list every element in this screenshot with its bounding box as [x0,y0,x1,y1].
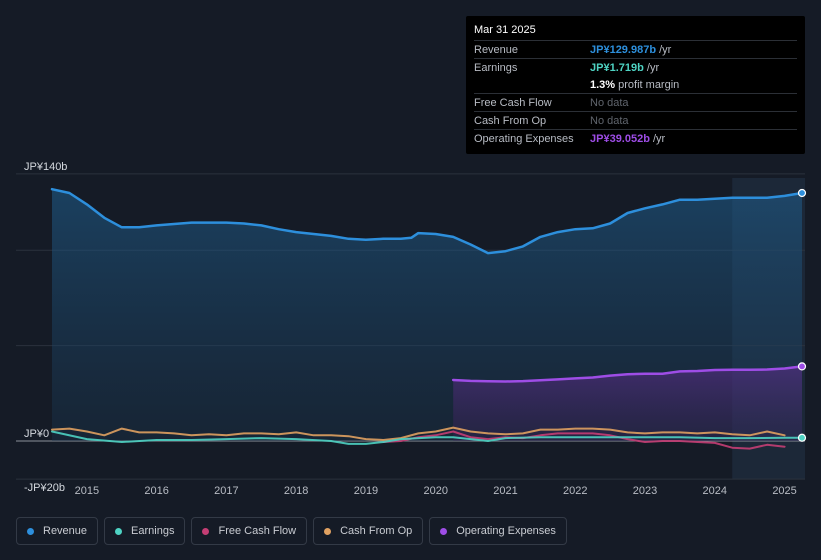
tooltip-row-cfo: Cash From Op No data [474,111,797,129]
earnings-line [51,430,803,445]
y-axis-label: JP¥140b [24,161,67,173]
tooltip-label: Earnings [474,61,518,74]
y-axis-label: -JP¥20b [24,482,65,494]
operating-expenses-area [453,366,802,441]
operating-expenses-end-point [797,362,807,371]
tooltip-label: Cash From Op [474,114,547,127]
earnings-end-point [797,433,807,442]
legend-label: Operating Expenses [456,525,556,537]
tooltip-row-fcf: Free Cash Flow No data [474,93,797,111]
operating-expenses-line [451,365,804,383]
tooltip-value: No data [590,114,629,127]
legend: Revenue Earnings Free Cash Flow Cash Fro… [16,517,573,547]
tooltip-row-earnings: Earnings JP¥1.719b /yr [474,58,797,76]
legend-item-free-cash-flow[interactable]: Free Cash Flow [191,517,308,545]
tooltip-value: JP¥39.052b [590,132,650,145]
x-tick-label: 2015 [75,485,99,497]
x-tick-label: 2022 [563,485,587,497]
revenue-line [50,187,804,255]
legend-label: Earnings [131,525,175,537]
tooltip-row-opex: Operating Expenses JP¥39.052b /yr [474,129,797,147]
legend-label: Free Cash Flow [218,525,297,537]
tooltip-row-revenue: Revenue JP¥129.987b /yr [474,40,797,58]
revenue-end-point [797,188,807,198]
tooltip-value: JP¥129.987b [590,43,657,56]
tooltip-panel: Mar 31 2025 Revenue JP¥129.987b /yr Earn… [466,16,805,154]
cash-from-op-line [51,426,786,441]
legend-label: Cash From Op [340,525,413,537]
earnings-dot-icon [115,527,123,535]
legend-item-cash-from-op[interactable]: Cash From Op [313,517,424,545]
x-tick-label: 2024 [703,485,727,497]
x-tick-label: 2025 [772,485,796,497]
tooltip-value: JP¥1.719b [590,61,644,74]
legend-item-revenue[interactable]: Revenue [16,517,99,545]
tooltip-value: No data [590,96,629,109]
tooltip-label: Free Cash Flow [474,96,552,109]
tooltip-unit: profit margin [618,78,680,91]
tooltip-date: Mar 31 2025 [474,24,536,36]
free-cash-flow-line [382,430,786,450]
x-tick-label: 2018 [284,485,308,497]
tooltip-unit: /yr [659,43,672,56]
legend-item-operating-expenses[interactable]: Operating Expenses [429,517,567,545]
x-tick-label: 2019 [354,485,378,497]
x-tick-label: 2020 [423,485,447,497]
tooltip-unit: /yr [646,61,660,74]
legend-label: Revenue [43,525,88,537]
tooltip-label: Revenue [474,43,519,56]
cash-from-op-dot-icon [324,527,332,535]
revenue-dot-icon [27,527,34,535]
x-tick-label: 2021 [493,485,517,497]
tooltip-row-margin: 1.3% profit margin [474,76,797,93]
tooltip-unit: /yr [653,132,666,145]
x-tick-label: 2017 [214,485,238,497]
tooltip-label: Operating Expenses [474,132,574,145]
y-axis-label: JP¥0 [24,428,49,440]
tooltip-value: 1.3% [590,78,616,91]
x-tick-label: 2016 [144,485,168,497]
legend-item-earnings[interactable]: Earnings [104,517,186,545]
free-cash-flow-dot-icon [202,527,210,535]
x-tick-label: 2023 [633,485,657,497]
operating-expenses-dot-icon [440,527,448,535]
